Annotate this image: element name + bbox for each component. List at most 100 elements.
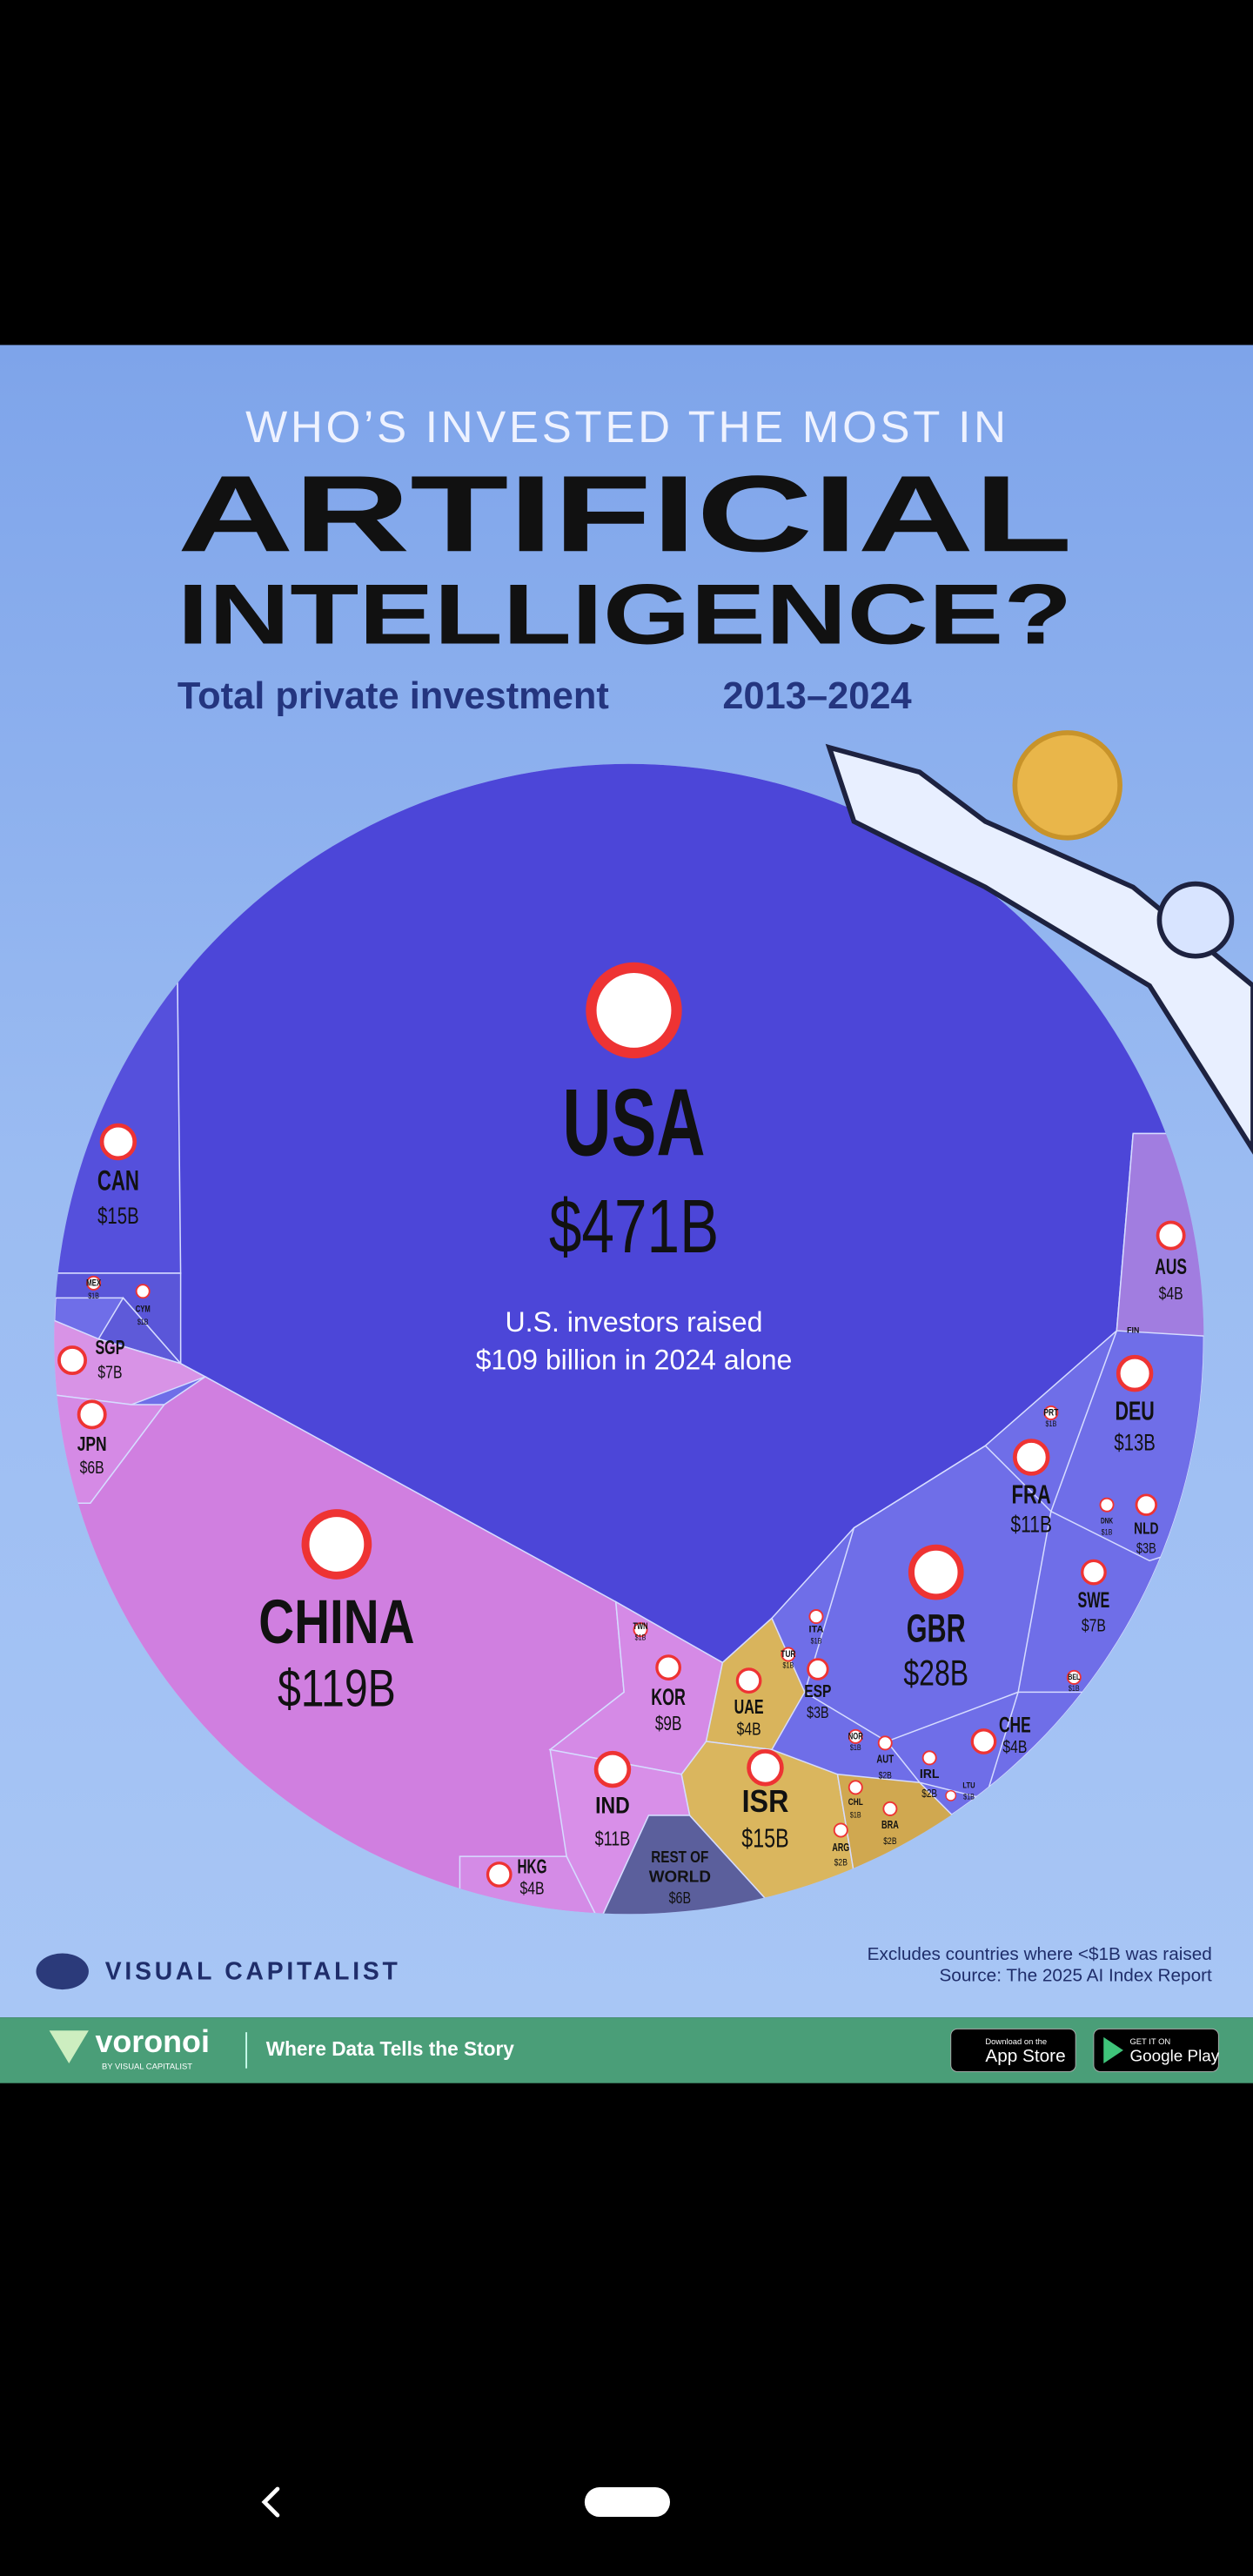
flag xyxy=(1116,1354,1154,1392)
country-value: $1B xyxy=(1102,1527,1113,1537)
cell-border xyxy=(803,1445,1019,1742)
google-play-bg xyxy=(1093,2028,1219,2072)
country-code: USA xyxy=(562,1070,705,1177)
flag xyxy=(633,1622,648,1638)
flag xyxy=(655,1654,681,1680)
banner-tagline: Where Data Tells the Story xyxy=(266,2037,515,2060)
app-store-small: Download on the xyxy=(985,2036,1047,2046)
flag xyxy=(57,1345,88,1376)
flag xyxy=(1156,1220,1186,1251)
app-store-bg xyxy=(950,2028,1076,2072)
flag xyxy=(735,1667,762,1694)
country-value: $6B xyxy=(669,1888,691,1907)
flag xyxy=(877,1735,893,1751)
flag xyxy=(921,1750,937,1766)
country-value: $11B xyxy=(595,1827,631,1849)
country-value: $6B xyxy=(80,1458,104,1478)
country-code: FRA xyxy=(1012,1481,1051,1510)
country-code: CHL xyxy=(848,1797,863,1808)
usa-note: U.S. investors raised xyxy=(506,1306,763,1338)
country-code: BRA xyxy=(881,1818,899,1831)
country-value: $1B xyxy=(137,1317,149,1326)
country-code: JPN xyxy=(77,1432,107,1455)
country-value: $15B xyxy=(741,1824,788,1853)
google-play-label: Google Play xyxy=(1129,2046,1219,2064)
flag xyxy=(301,1509,372,1580)
country-code: SWE xyxy=(1078,1589,1110,1613)
country-value: $4B xyxy=(1159,1284,1183,1304)
country-code: ISR xyxy=(742,1784,789,1819)
country-value: $28B xyxy=(903,1652,968,1693)
country-value: $1B xyxy=(783,1660,794,1670)
flag xyxy=(1012,1439,1050,1476)
country-code: AUT xyxy=(876,1752,894,1765)
flag xyxy=(77,1399,107,1430)
home-pill[interactable] xyxy=(584,2487,671,2518)
country-value: $1B xyxy=(811,1635,822,1645)
google-play-small: GET IT ON xyxy=(1129,2036,1170,2046)
country-code: GBR xyxy=(907,1607,966,1651)
country-value: $1B xyxy=(850,1742,861,1752)
country-value: $4B xyxy=(1002,1737,1027,1757)
flag xyxy=(908,1544,964,1600)
country-value: $1B xyxy=(88,1291,99,1300)
country-value: $7B xyxy=(1082,1615,1106,1635)
flag xyxy=(1081,1559,1107,1586)
country-code: DNK xyxy=(1101,1516,1113,1526)
country-code: UAE xyxy=(734,1695,764,1718)
flag xyxy=(848,1780,863,1795)
country-code: PRT xyxy=(1043,1407,1058,1418)
country-code: HKG xyxy=(517,1855,546,1877)
country-value: $15B xyxy=(97,1203,139,1229)
subtitle: Total private investment xyxy=(178,675,609,717)
flag xyxy=(86,1275,102,1291)
country-code: FIN xyxy=(1127,1325,1139,1335)
flag xyxy=(486,1862,513,1888)
flag xyxy=(833,1822,848,1838)
title-line-2: INTELLIGENCE? xyxy=(178,566,1073,661)
country-code: CAN xyxy=(97,1165,139,1197)
google-play-button[interactable]: GET IT ON Google Play xyxy=(1093,2028,1220,2072)
country-value: $119B xyxy=(278,1658,396,1717)
country-code: CHINA xyxy=(258,1587,414,1657)
country-code: ITA xyxy=(808,1625,823,1635)
country-code: IRL xyxy=(920,1767,940,1781)
flag xyxy=(747,1748,784,1787)
cell-border xyxy=(1050,1511,1204,1562)
country-value: $3B xyxy=(1136,1540,1156,1557)
country-value: $1B xyxy=(963,1792,975,1801)
country-code: WORLD xyxy=(649,1868,711,1886)
country-code: IND xyxy=(595,1793,630,1819)
country-value: $1B xyxy=(635,1633,647,1642)
country-value: $2B xyxy=(834,1858,848,1868)
country-value: $1B xyxy=(1069,1683,1080,1693)
title-line-1: ARTIFICIAL xyxy=(178,453,1073,574)
country-value: $4B xyxy=(737,1719,761,1739)
country-value: $3B xyxy=(807,1703,828,1721)
flag xyxy=(1099,1497,1115,1513)
footer-source: Source: The 2025 AI Index Report xyxy=(939,1965,1212,1985)
country-code: BEL xyxy=(1068,1672,1080,1681)
brand: VISUAL CAPITALIST xyxy=(105,1957,401,1985)
country-code: CYM xyxy=(136,1305,151,1315)
robot-joint xyxy=(1156,881,1235,959)
country-value: $1B xyxy=(850,1809,861,1819)
flag xyxy=(970,1728,997,1754)
country-value: $2B xyxy=(879,1771,892,1781)
country-value: $13B xyxy=(1114,1429,1156,1455)
flag xyxy=(593,1750,632,1788)
flag xyxy=(945,1789,957,1801)
flag xyxy=(1066,1669,1082,1685)
app-store-button[interactable]: Download on the App Store xyxy=(950,2028,1076,2072)
country-code: TWN xyxy=(633,1621,648,1632)
country-code: REST OF xyxy=(651,1848,708,1866)
country-value: $9B xyxy=(655,1712,682,1734)
coin xyxy=(1012,730,1122,841)
flag xyxy=(586,962,682,1059)
country-code: AUS xyxy=(1155,1256,1187,1279)
back-button[interactable] xyxy=(261,2486,280,2518)
app-store-label: App Store xyxy=(985,2046,1065,2066)
country-value: $2B xyxy=(921,1787,937,1800)
